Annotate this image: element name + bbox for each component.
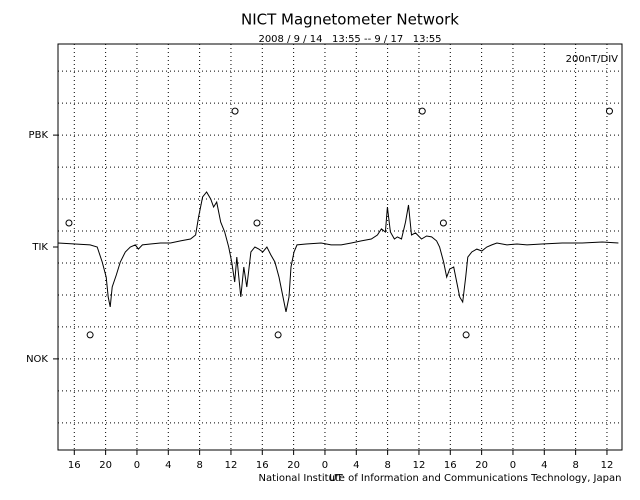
trace-line [57,191,619,312]
marker [274,331,282,339]
x-tick-label: 8 [572,460,578,471]
marker [65,219,73,227]
marker [439,219,447,227]
x-tick-label: 20 [475,460,488,471]
x-tick-label: 8 [384,460,390,471]
x-tick-label: 20 [287,460,300,471]
marker [462,331,470,339]
x-axis-label: UT [329,473,343,484]
x-tick-label: 12 [225,460,238,471]
x-tick-label: 0 [134,460,140,471]
plot-frame [57,43,623,451]
x-tick-label: 4 [541,460,547,471]
chart-title: NICT Magnetometer Network [241,11,459,29]
marker [418,107,426,115]
footer: National Institute of Information and Co… [259,473,622,484]
x-tick-label: 4 [165,460,171,471]
marker [253,219,261,227]
y-tick-label: PBK [29,130,49,141]
x-tick-label: 0 [510,460,516,471]
marker [86,331,94,339]
scale-note: 200nT/DIV [566,54,619,65]
x-tick-label: 12 [413,460,426,471]
x-tick-label: 16 [68,460,81,471]
x-tick-label: 12 [601,460,614,471]
y-tick-label: NOK [26,354,48,365]
x-tick-label: 8 [196,460,202,471]
x-tick-label: 20 [99,460,112,471]
x-tick-label: 16 [444,460,457,471]
x-tick-label: 4 [353,460,359,471]
x-tick-label: 0 [322,460,328,471]
x-tick-label: 16 [256,460,269,471]
marker [231,107,239,115]
y-tick-label: TIK [31,242,48,253]
marker [605,107,613,115]
subtitle: 2008 / 9 / 14 13:55 -- 9 / 17 13:55 [258,34,441,45]
